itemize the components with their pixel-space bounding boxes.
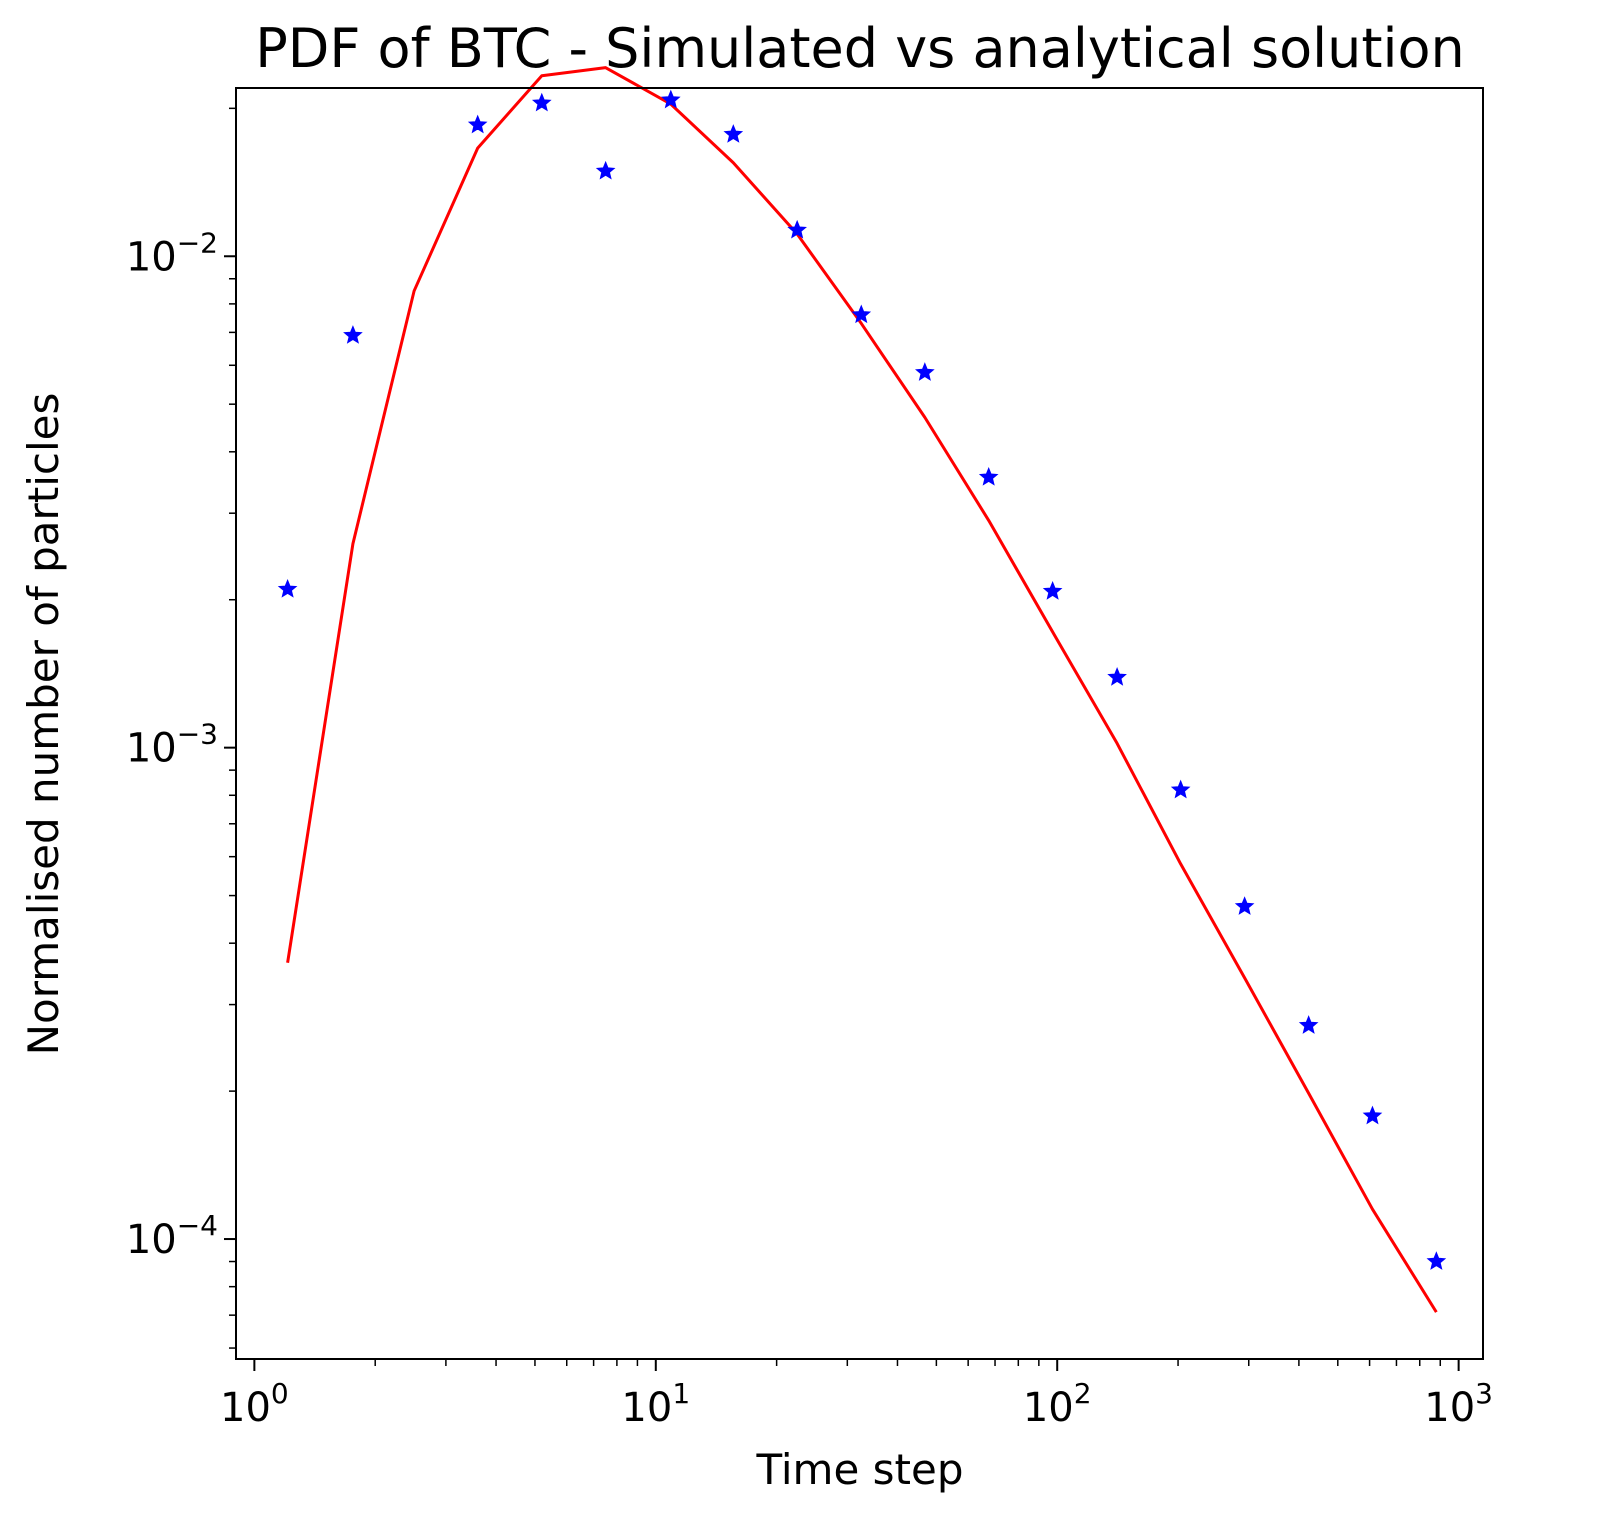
simulated-data-point xyxy=(978,466,999,486)
plot-frame xyxy=(235,87,1484,1360)
simulated-data-point xyxy=(531,92,552,112)
simulated-data-point xyxy=(277,578,298,598)
x-tick-label: 102 xyxy=(1023,1377,1092,1431)
simulated-data-point xyxy=(1042,581,1063,600)
y-axis-label: Normalised number of particles xyxy=(19,393,68,1056)
y-tick-label: 10−2 xyxy=(126,226,218,280)
simulated-data-point xyxy=(1426,1251,1447,1270)
simulated-data-point xyxy=(723,124,744,143)
y-axis: 10−4 10−3 10−2 xyxy=(126,107,236,1349)
analytical-solution-line xyxy=(286,66,1438,1313)
y-tick-label: 10−4 xyxy=(126,1209,218,1263)
simulated-data-point xyxy=(787,219,807,239)
simulated-data-point xyxy=(595,160,616,180)
simulated-data-point xyxy=(1107,667,1127,686)
x-tick-label: 101 xyxy=(621,1377,690,1431)
simulated-data-point xyxy=(1362,1105,1383,1125)
y-tick-label: 10−3 xyxy=(126,718,218,772)
plot-area xyxy=(235,66,1484,1360)
x-axis: 100 101 102 103 xyxy=(220,1359,1493,1431)
chart-title: PDF of BTC - Simulated vs analytical sol… xyxy=(255,17,1465,80)
simulated-data-point xyxy=(1170,779,1191,799)
x-tick-label: 100 xyxy=(220,1377,289,1431)
simulated-data-point xyxy=(851,304,872,324)
simulated-data-point xyxy=(343,325,363,344)
x-axis-label: Time step xyxy=(756,1445,964,1494)
simulated-data-point xyxy=(1298,1015,1319,1034)
series-line-layer xyxy=(286,66,1438,1313)
simulated-data-point xyxy=(467,114,488,134)
simulated-data-point xyxy=(915,362,935,381)
plot-background xyxy=(236,88,1483,1359)
simulated-data-point xyxy=(660,89,681,109)
simulated-data-point xyxy=(1234,896,1255,915)
x-tick-label: 103 xyxy=(1424,1377,1493,1431)
series-marker-layer xyxy=(277,89,1447,1270)
